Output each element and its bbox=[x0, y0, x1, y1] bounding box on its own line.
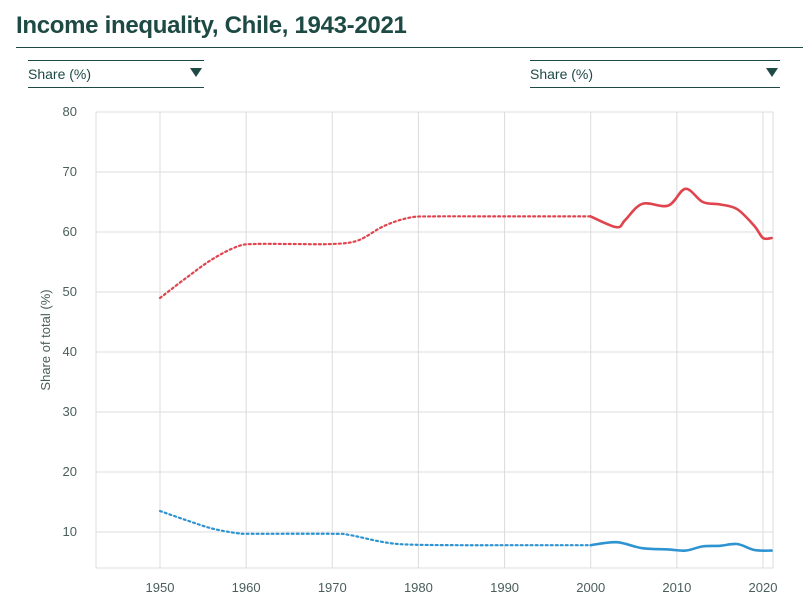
y-tick-label: 80 bbox=[63, 104, 77, 119]
x-tick-label: 1970 bbox=[318, 580, 347, 595]
series-1-interpolated-line bbox=[158, 509, 592, 547]
chart-grid bbox=[95, 111, 774, 569]
page-title: Income inequality, Chile, 1943-2021 bbox=[16, 12, 407, 39]
series-0-interpolated-line bbox=[158, 215, 592, 300]
y-tick-label: 50 bbox=[63, 284, 77, 299]
chevron-down-icon bbox=[766, 68, 778, 77]
series-0-observed-line bbox=[589, 187, 773, 241]
left-dropdown-label: Share (%) bbox=[28, 66, 92, 82]
right-variable-dropdown[interactable]: Share (%) bbox=[530, 60, 780, 88]
y-tick-label: 60 bbox=[63, 224, 77, 239]
chart-axes: 10 20 30 40 50 60 70 80 1950 1960 1970 1980 1990 2000… bbox=[63, 104, 778, 595]
x-tick-label: 1950 bbox=[146, 580, 175, 595]
y-axis-label: Share of total (%) bbox=[38, 289, 53, 390]
right-dropdown-label: Share (%) bbox=[530, 66, 594, 82]
y-tick-label: 30 bbox=[63, 404, 77, 419]
x-tick-label: 2010 bbox=[662, 580, 691, 595]
y-tick-label: 10 bbox=[63, 524, 77, 539]
x-tick-label: 1990 bbox=[490, 580, 519, 595]
x-tick-label: 2000 bbox=[576, 580, 605, 595]
chevron-down-icon bbox=[190, 68, 202, 77]
y-tick-label: 70 bbox=[63, 164, 77, 179]
y-tick-label: 40 bbox=[63, 344, 77, 359]
chart-series bbox=[158, 187, 773, 553]
title-divider bbox=[16, 47, 803, 48]
x-tick-label: 2020 bbox=[749, 580, 778, 595]
y-tick-label: 20 bbox=[63, 464, 77, 479]
x-tick-label: 1980 bbox=[404, 580, 433, 595]
series-1-observed-line bbox=[589, 540, 773, 553]
left-variable-dropdown[interactable]: Share (%) bbox=[28, 60, 204, 88]
x-tick-label: 1960 bbox=[232, 580, 261, 595]
